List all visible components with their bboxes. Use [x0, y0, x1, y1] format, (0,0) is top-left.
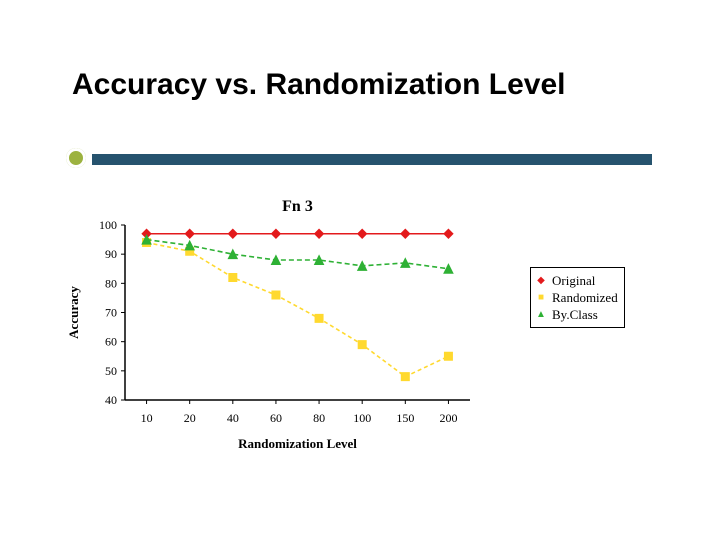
- svg-text:20: 20: [184, 411, 196, 425]
- svg-text:Fn 3: Fn 3: [282, 198, 313, 215]
- legend-item: ■ Randomized: [535, 289, 618, 306]
- svg-text:40: 40: [227, 411, 239, 425]
- svg-text:40: 40: [105, 393, 117, 407]
- svg-text:80: 80: [105, 276, 117, 290]
- legend-marker: ■: [535, 289, 547, 306]
- svg-text:60: 60: [270, 411, 282, 425]
- legend-label: Randomized: [552, 289, 618, 306]
- legend-label: Original: [552, 272, 595, 289]
- svg-text:70: 70: [105, 306, 117, 320]
- legend-marker: ◆: [535, 272, 547, 289]
- chart-svg: Fn 3 40 50 60 70 80 90 100 10 20 40 60 80 100 150 200 Ac…: [60, 195, 660, 485]
- chart-container: Fn 3 40 50 60 70 80 90 100 10 20 40 60 80 100 150 200 Ac…: [60, 195, 660, 485]
- legend-marker: ▲: [535, 306, 547, 323]
- svg-text:Randomization Level: Randomization Level: [238, 436, 357, 451]
- page-title: Accuracy vs. Randomization Level: [72, 68, 566, 102]
- legend: ◆ Original ■ Randomized ▲ By.Class: [530, 267, 625, 328]
- svg-text:100: 100: [353, 411, 371, 425]
- svg-text:60: 60: [105, 335, 117, 349]
- svg-text:90: 90: [105, 247, 117, 261]
- title-underline-bar: [92, 154, 652, 165]
- legend-item: ◆ Original: [535, 272, 618, 289]
- legend-label: By.Class: [552, 306, 598, 323]
- svg-text:200: 200: [439, 411, 457, 425]
- svg-text:80: 80: [313, 411, 325, 425]
- svg-text:150: 150: [396, 411, 414, 425]
- bullet-point: [66, 148, 86, 168]
- svg-text:100: 100: [99, 218, 117, 232]
- svg-text:10: 10: [141, 411, 153, 425]
- slide: { "slide": { "title": "Accuracy vs. Rand…: [0, 0, 720, 540]
- svg-text:50: 50: [105, 364, 117, 378]
- legend-item: ▲ By.Class: [535, 306, 618, 323]
- svg-text:Accuracy: Accuracy: [66, 286, 81, 339]
